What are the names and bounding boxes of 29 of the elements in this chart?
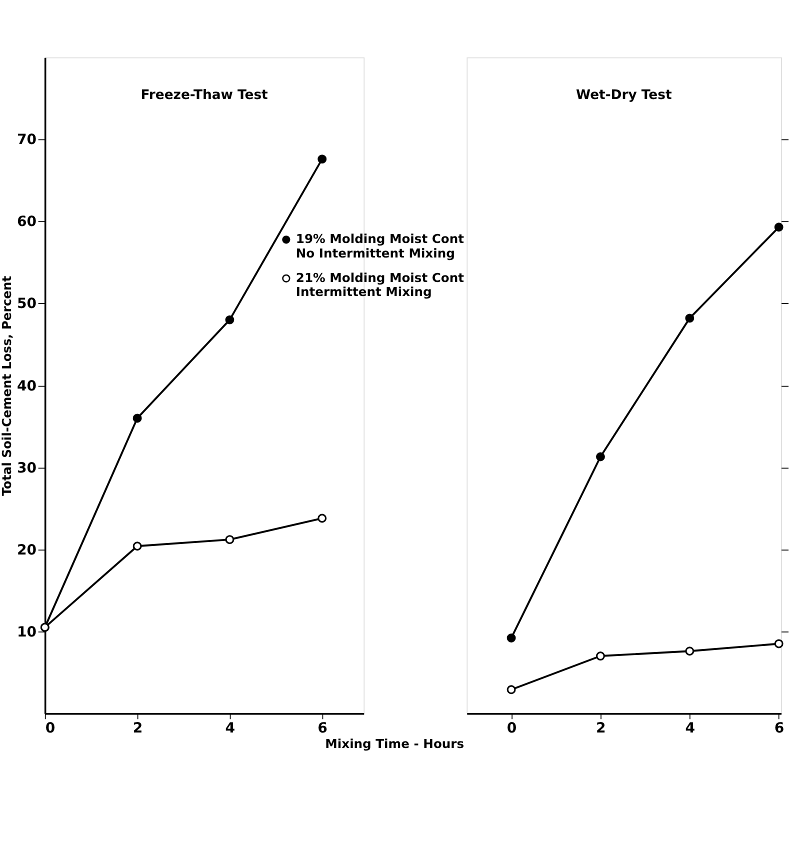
y-tick-label: 10 (16, 624, 37, 640)
y-axis-title: Total Soil-Cement Loss, Percent (0, 276, 14, 496)
x-axis-title: Mixing Time - Hours (325, 737, 464, 752)
y-tick-label: 70 (16, 132, 37, 148)
x-tick-label: 2 (596, 720, 606, 736)
y-tick-label: 30 (16, 460, 37, 476)
x-tick-label: 0 (45, 720, 56, 736)
y-tick-label: 60 (16, 214, 37, 230)
legend-label: 19% Molding Moist Cont No Intermittent Mixing (296, 232, 464, 260)
x-tick-label: 0 (506, 720, 517, 736)
x-tick-label: 2 (132, 720, 143, 736)
x-tick-label: 4 (225, 720, 236, 736)
legend-label: 21% Molding Moist Cont Intermittent Mixing (296, 270, 464, 300)
point (506, 685, 516, 694)
point (596, 452, 605, 462)
point (596, 652, 605, 660)
y-tick-label: 50 (16, 296, 37, 312)
x-tick-label: 6 (318, 720, 328, 736)
point (506, 634, 516, 642)
text: Freeze-Thaw Test (140, 88, 268, 103)
x-tick-label: 6 (774, 720, 784, 736)
point (774, 222, 784, 232)
point (774, 639, 784, 648)
point (685, 314, 694, 323)
text: Wet-Dry Test (576, 88, 672, 103)
x-tick-label: 4 (685, 720, 696, 736)
point (685, 646, 694, 656)
y-tick-label: 40 (16, 378, 37, 394)
y-tick-label: 20 (16, 542, 37, 558)
